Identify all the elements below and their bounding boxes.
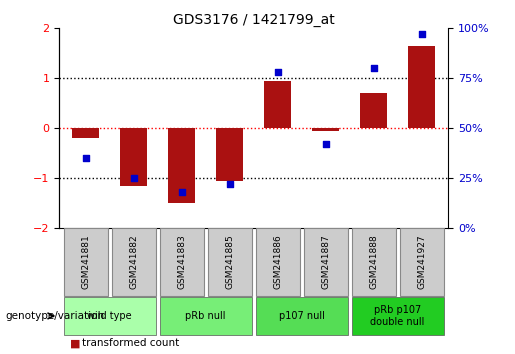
Point [321,142,330,147]
Point [81,155,90,161]
Text: GSM241887: GSM241887 [321,235,330,289]
Bar [352,297,444,335]
Text: pRb p107
double null: pRb p107 double null [370,305,425,327]
Text: GSM241881: GSM241881 [81,235,90,289]
Bar [408,46,435,128]
Bar [255,228,300,296]
Bar [264,81,291,128]
Bar [160,297,252,335]
Text: GSM241888: GSM241888 [369,235,378,289]
Point [370,65,378,71]
Text: GSM241886: GSM241886 [273,235,282,289]
Point [178,189,186,195]
Text: wild type: wild type [88,311,132,321]
Bar [255,297,348,335]
Bar [303,228,348,296]
Text: p107 null: p107 null [279,311,324,321]
Point [226,182,234,187]
Point [129,176,138,181]
Bar [112,228,156,296]
Text: ■: ■ [70,338,80,348]
Point [273,69,282,75]
Text: genotype/variation: genotype/variation [5,311,104,321]
Text: pRb null: pRb null [185,311,226,321]
Bar [216,128,243,181]
Bar [400,228,444,296]
Bar [168,128,195,203]
Bar [360,93,387,128]
Bar [160,228,204,296]
Text: transformed count: transformed count [82,338,180,348]
Point [418,32,426,37]
Bar [352,228,396,296]
Bar [63,228,108,296]
Text: GSM241883: GSM241883 [177,235,186,289]
Title: GDS3176 / 1421799_at: GDS3176 / 1421799_at [173,13,335,27]
Bar [208,228,252,296]
Bar [121,128,147,186]
Text: GSM241885: GSM241885 [225,235,234,289]
Bar [73,128,99,138]
Bar [63,297,156,335]
Text: GSM241927: GSM241927 [417,235,426,289]
Text: GSM241882: GSM241882 [129,235,138,289]
Bar [313,128,339,131]
